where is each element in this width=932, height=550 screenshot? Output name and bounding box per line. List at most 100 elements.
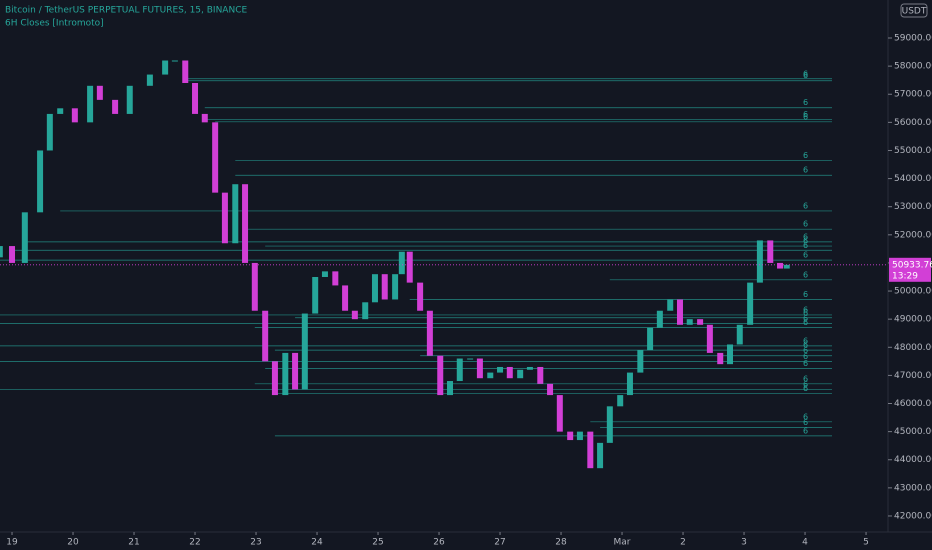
candle-body — [736, 324, 743, 345]
currency-button[interactable] — [900, 3, 928, 18]
candle-body — [783, 264, 790, 269]
level-label: 6 — [803, 241, 808, 250]
x-tick-label: 26 — [433, 538, 445, 548]
candle-body — [537, 366, 544, 384]
candle-body — [301, 313, 308, 390]
y-tick-label: 58000.00 — [894, 62, 932, 72]
candle-body — [242, 184, 249, 263]
candle-body — [381, 274, 388, 300]
x-tick-label: 5 — [863, 538, 869, 548]
candle-body — [767, 240, 774, 263]
y-tick-label: 49000.00 — [894, 315, 932, 325]
candle-body — [727, 344, 734, 365]
candle-body — [371, 274, 378, 303]
y-tick-label: 44000.00 — [894, 455, 932, 465]
level-label: 6 — [803, 359, 808, 368]
candle-body — [467, 358, 474, 360]
candle-body — [676, 299, 683, 325]
candle-body — [656, 310, 663, 328]
level-label: 6 — [803, 290, 808, 299]
candle-body — [271, 361, 278, 396]
candle-body — [201, 113, 208, 123]
candle-body — [456, 358, 463, 382]
candle-body — [506, 366, 513, 379]
candle-body — [417, 282, 424, 311]
candle-body — [777, 262, 784, 269]
level-label: 6 — [803, 384, 808, 393]
y-tick-label: 53000.00 — [894, 202, 932, 212]
last-price-label: 50933.76 — [892, 260, 932, 270]
level-label: 6 — [803, 380, 808, 389]
x-tick-label: 28 — [555, 538, 567, 548]
candle-body — [312, 276, 319, 314]
level-label: 6 — [803, 412, 808, 421]
y-tick-label: 45000.00 — [894, 427, 932, 437]
level-label: 6 — [803, 232, 808, 241]
y-tick-label: 57000.00 — [894, 90, 932, 100]
candle-body — [487, 372, 494, 379]
candle-body — [476, 358, 483, 379]
candle-body — [342, 285, 349, 311]
y-tick-label: 55000.00 — [894, 146, 932, 156]
candle-body — [686, 319, 693, 325]
candle-body — [437, 355, 444, 396]
candle-body — [517, 369, 524, 379]
level-label: 6 — [803, 426, 808, 435]
candle-body — [597, 442, 604, 469]
candle-body — [398, 251, 405, 275]
candle-body — [212, 122, 219, 193]
y-tick-label: 43000.00 — [894, 483, 932, 493]
indicator-name: 6H Closes [Intromoto] — [5, 19, 104, 29]
level-label: 6 — [803, 237, 808, 246]
level-label: 6 — [803, 251, 808, 260]
y-tick-label: 54000.00 — [894, 174, 932, 184]
candle-body — [0, 246, 3, 258]
candle-body — [406, 251, 413, 283]
x-tick-label: 22 — [189, 538, 200, 548]
candle-body — [232, 184, 239, 244]
candle-body — [697, 319, 704, 325]
x-tick-label: 25 — [372, 538, 383, 548]
candle-body — [37, 150, 44, 213]
y-tick-label: 52000.00 — [894, 230, 932, 240]
candle-body — [547, 383, 554, 396]
candle-body — [756, 240, 763, 283]
y-tick-label: 59000.00 — [894, 34, 932, 44]
candle-body — [171, 60, 178, 62]
candle-body — [617, 395, 624, 407]
candle-body — [606, 406, 613, 443]
level-label: 6 — [803, 98, 808, 107]
candle-body — [282, 352, 289, 396]
candle-body — [87, 85, 94, 123]
level-label: 6 — [803, 201, 808, 210]
level-label: 6 — [803, 418, 808, 427]
candle-body — [9, 246, 16, 263]
candle-body — [392, 274, 399, 300]
candle-body — [146, 74, 153, 86]
candle-body — [351, 310, 358, 320]
level-label: 6 — [803, 112, 808, 121]
candle-body — [162, 60, 169, 75]
level-label: 6 — [803, 71, 808, 80]
y-tick-label: 42000.00 — [894, 511, 932, 521]
level-label: 6 — [803, 336, 808, 345]
y-tick-label: 48000.00 — [894, 343, 932, 353]
candle-body — [221, 192, 228, 244]
candle-body — [576, 431, 583, 441]
countdown-label: 13:29 — [892, 271, 918, 281]
candle-body — [717, 352, 724, 365]
level-label: 6 — [803, 352, 808, 361]
level-label: 6 — [803, 305, 808, 314]
candle-body — [426, 310, 433, 356]
candle-body — [747, 282, 754, 325]
candle-body — [706, 324, 713, 353]
level-label: 6 — [803, 318, 808, 327]
level-label: 6 — [803, 341, 808, 350]
level-label: 6 — [803, 270, 808, 279]
level-label: 6 — [803, 346, 808, 355]
y-tick-label: 46000.00 — [894, 399, 932, 409]
currency-label[interactable]: USDT — [902, 7, 927, 17]
candle-body — [262, 310, 269, 362]
